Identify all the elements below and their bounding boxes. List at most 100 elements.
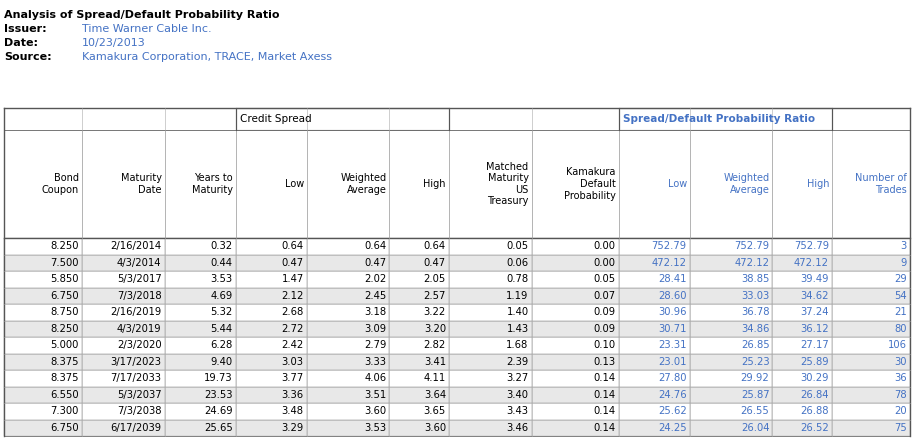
Bar — [236, 321, 307, 337]
Bar — [690, 288, 772, 304]
Bar — [165, 238, 236, 254]
Text: 30.29: 30.29 — [801, 373, 829, 383]
Bar — [236, 288, 307, 304]
Text: 472.12: 472.12 — [652, 258, 686, 268]
Text: 0.13: 0.13 — [593, 357, 616, 367]
Bar — [165, 354, 236, 370]
Text: 24.69: 24.69 — [204, 406, 233, 416]
Bar — [82, 370, 165, 386]
Bar — [165, 288, 236, 304]
Bar — [236, 108, 449, 130]
Text: 3/17/2023: 3/17/2023 — [111, 357, 162, 367]
Text: 26.84: 26.84 — [801, 390, 829, 400]
Text: 23.31: 23.31 — [658, 340, 686, 350]
Bar — [165, 403, 236, 419]
Text: 1.40: 1.40 — [506, 307, 528, 317]
Bar — [82, 386, 165, 403]
Bar — [832, 304, 910, 321]
Text: 39.49: 39.49 — [801, 274, 829, 284]
Bar — [389, 354, 449, 370]
Text: 752.79: 752.79 — [734, 241, 770, 251]
Bar — [4, 254, 82, 271]
Text: 9.40: 9.40 — [210, 357, 233, 367]
Text: 1.68: 1.68 — [506, 340, 528, 350]
Bar — [619, 321, 690, 337]
Bar — [532, 254, 619, 271]
Bar — [4, 288, 82, 304]
Bar — [82, 238, 165, 254]
Text: 0.10: 0.10 — [593, 340, 616, 350]
Bar — [165, 130, 236, 238]
Bar — [832, 254, 910, 271]
Bar — [449, 254, 532, 271]
Bar — [772, 321, 832, 337]
Text: 10/23/2013: 10/23/2013 — [82, 38, 145, 48]
Text: Time Warner Cable Inc.: Time Warner Cable Inc. — [82, 24, 212, 34]
Bar — [832, 271, 910, 288]
Text: 3.40: 3.40 — [506, 390, 528, 400]
Bar — [389, 403, 449, 419]
Bar — [449, 337, 532, 354]
Text: 0.47: 0.47 — [424, 258, 446, 268]
Text: 2/16/2019: 2/16/2019 — [111, 307, 162, 317]
Text: 26.88: 26.88 — [801, 406, 829, 416]
Bar — [236, 337, 307, 354]
Bar — [772, 419, 832, 436]
Text: 2.12: 2.12 — [282, 291, 303, 301]
Bar — [4, 337, 82, 354]
Bar — [690, 403, 772, 419]
Text: Source:: Source: — [4, 52, 51, 62]
Text: Years to
Maturity: Years to Maturity — [192, 173, 233, 195]
Bar — [832, 321, 910, 337]
Text: Kamakura Corporation, TRACE, Market Axess: Kamakura Corporation, TRACE, Market Axes… — [82, 52, 332, 62]
Bar — [307, 288, 389, 304]
Text: 26.55: 26.55 — [740, 406, 770, 416]
Text: 6.750: 6.750 — [50, 423, 79, 433]
Text: 1.47: 1.47 — [282, 274, 303, 284]
Bar — [772, 370, 832, 386]
Bar — [4, 419, 82, 436]
Text: 472.12: 472.12 — [794, 258, 829, 268]
Bar — [4, 403, 82, 419]
Text: 25.62: 25.62 — [658, 406, 686, 416]
Bar — [4, 321, 82, 337]
Bar — [389, 288, 449, 304]
Text: 2.02: 2.02 — [364, 274, 387, 284]
Bar — [832, 288, 910, 304]
Text: 3.36: 3.36 — [282, 390, 303, 400]
Text: 26.04: 26.04 — [741, 423, 770, 433]
Text: 3.03: 3.03 — [282, 357, 303, 367]
Text: 752.79: 752.79 — [794, 241, 829, 251]
Text: 2.72: 2.72 — [282, 324, 303, 334]
Text: 4.69: 4.69 — [210, 291, 233, 301]
Bar — [449, 288, 532, 304]
Text: 2.57: 2.57 — [423, 291, 446, 301]
Bar — [449, 386, 532, 403]
Text: 28.41: 28.41 — [658, 274, 686, 284]
Text: 25.89: 25.89 — [801, 357, 829, 367]
Text: 0.14: 0.14 — [593, 390, 616, 400]
Text: 7/3/2018: 7/3/2018 — [117, 291, 162, 301]
Text: 752.79: 752.79 — [652, 241, 686, 251]
Text: Spread/Default Probability Ratio: Spread/Default Probability Ratio — [622, 114, 814, 124]
Bar — [532, 321, 619, 337]
Text: 7.500: 7.500 — [50, 258, 79, 268]
Bar — [236, 304, 307, 321]
Bar — [4, 238, 82, 254]
Text: 106: 106 — [888, 340, 907, 350]
Text: 0.44: 0.44 — [210, 258, 233, 268]
Bar — [832, 419, 910, 436]
Bar — [772, 354, 832, 370]
Bar — [532, 130, 619, 238]
Bar — [532, 238, 619, 254]
Bar — [236, 271, 307, 288]
Text: 8.750: 8.750 — [50, 307, 79, 317]
Text: 3: 3 — [901, 241, 907, 251]
Bar — [772, 304, 832, 321]
Bar — [236, 386, 307, 403]
Bar — [307, 386, 389, 403]
Text: 2.42: 2.42 — [282, 340, 303, 350]
Bar — [690, 254, 772, 271]
Bar — [307, 321, 389, 337]
Text: 27.80: 27.80 — [658, 373, 686, 383]
